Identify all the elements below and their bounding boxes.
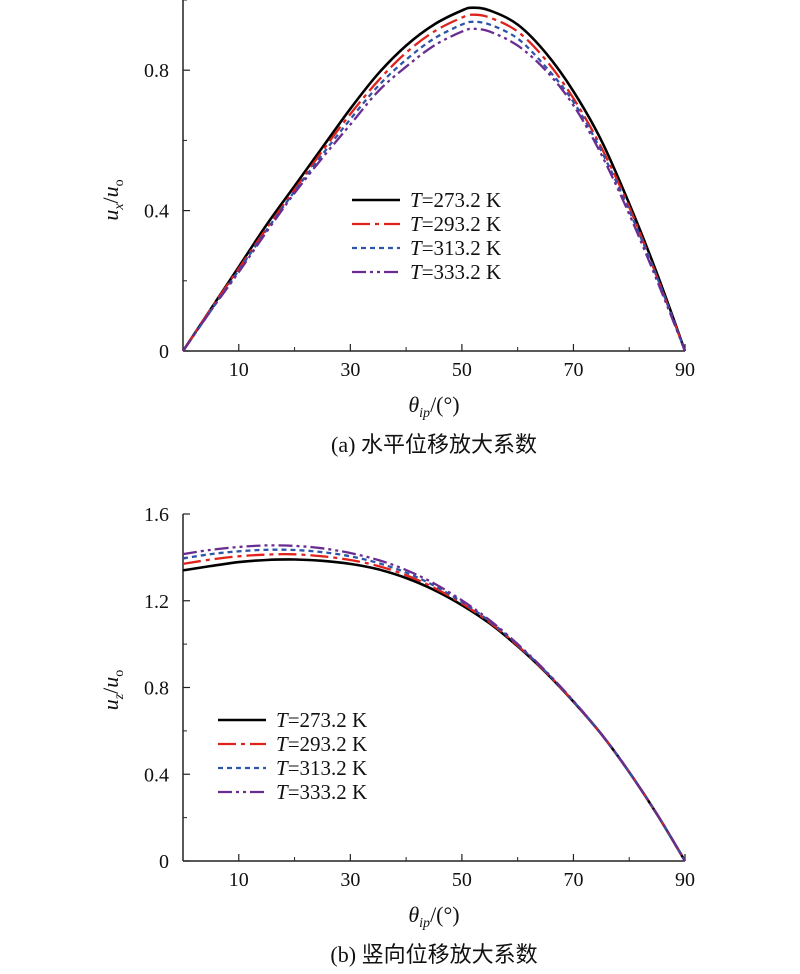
panel-a-legend: T=273.2 KT=293.2 KT=313.2 KT=333.2 K	[352, 188, 501, 284]
panel-a-series	[181, 6, 687, 352]
series-line	[182, 20, 687, 352]
series-line	[182, 544, 686, 862]
panel-b-caption: (b) 竖向位移放大系数	[330, 942, 537, 967]
x-tick-label: 10	[229, 359, 249, 381]
y-tick-label: 0	[159, 341, 169, 363]
series-line	[182, 558, 687, 862]
legend-label: T=273.2 K	[276, 708, 367, 732]
panel-b-y-axis-label: uz/uo	[98, 670, 127, 711]
panel-a-caption: (a) 水平位移放大系数	[331, 432, 537, 457]
y-tick-label: 0	[159, 851, 169, 873]
x-tick-label: 90	[675, 359, 695, 381]
legend-label: T=293.2 K	[410, 212, 501, 236]
panel-b-series	[182, 544, 687, 862]
panel-a-axes: 10 30 50 70 90 0 0.4 0.8	[144, 0, 695, 381]
series-line	[181, 6, 687, 352]
x-tick-label: 30	[340, 359, 360, 381]
legend-label: T=333.2 K	[410, 260, 501, 284]
legend-label: T=293.2 K	[276, 732, 367, 756]
series-line	[182, 27, 687, 352]
legend-label: T=313.2 K	[410, 236, 501, 260]
panel-b-x-axis-label: θip/(°)	[408, 902, 459, 931]
x-tick-label: 10	[229, 869, 249, 891]
x-tick-label: 30	[340, 869, 360, 891]
panel-a-y-axis-label: ux/uo	[98, 179, 127, 220]
series-line	[182, 553, 686, 862]
x-tick-label: 70	[563, 359, 583, 381]
panel-a-horizontal-amplification: 10 30 50 70 90 0 0.4 0.8 T=273.2 KT=293.2 KT=31…	[98, 0, 695, 457]
series-line	[182, 548, 686, 862]
x-tick-label: 70	[563, 869, 583, 891]
y-tick-label: 1.6	[144, 504, 169, 526]
y-tick-label: 0.8	[144, 60, 169, 82]
y-tick-label: 0.4	[144, 201, 169, 223]
y-tick-label: 1.2	[144, 591, 169, 613]
x-tick-label: 90	[675, 869, 695, 891]
series-line	[182, 13, 687, 352]
panel-b-vertical-amplification: 10 30 50 70 90 0 0.4 0.8 1.2 1.6 T=273.2 KT=293.2…	[98, 504, 695, 967]
x-tick-label: 50	[452, 869, 472, 891]
legend-label: T=333.2 K	[276, 780, 367, 804]
x-tick-label: 50	[452, 359, 472, 381]
panel-b-axes: 10 30 50 70 90 0 0.4 0.8 1.2 1.6	[144, 504, 695, 891]
legend-label: T=273.2 K	[410, 188, 501, 212]
panel-b-legend: T=273.2 KT=293.2 KT=313.2 KT=333.2 K	[218, 708, 367, 804]
y-tick-label: 0.8	[144, 678, 169, 700]
y-tick-label: 0.4	[144, 764, 169, 786]
legend-label: T=313.2 K	[276, 756, 367, 780]
panel-a-x-axis-label: θip/(°)	[408, 392, 459, 421]
